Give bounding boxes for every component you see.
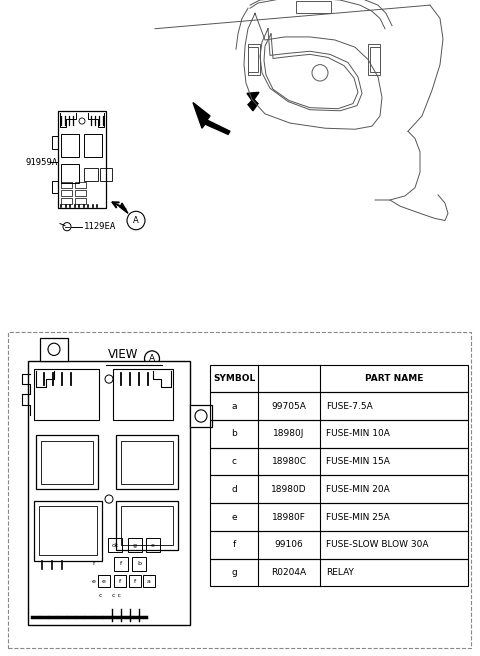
Text: b: b [137,561,141,566]
Text: FUSE-MIN 15A: FUSE-MIN 15A [326,457,390,466]
Bar [132,556,146,571]
Bar [210,503,468,531]
Bar [52,136,58,149]
Text: FUSE-MIN 25A: FUSE-MIN 25A [326,512,390,522]
Text: a: a [147,579,151,584]
Bar [121,506,173,545]
Text: 18980F: 18980F [272,512,306,522]
Bar [108,538,122,552]
Text: RELAY: RELAY [326,568,354,577]
Text: e: e [151,543,155,548]
Text: b: b [231,430,237,438]
Bar [75,190,86,196]
Text: 91959A: 91959A [26,157,58,167]
Text: f: f [232,541,236,549]
Text: dc: dc [111,543,119,548]
Bar [28,361,190,625]
Bar [84,168,98,180]
Text: e: e [231,512,237,522]
Bar [39,506,97,556]
Bar [114,575,126,587]
Text: 18980C: 18980C [272,457,307,466]
Bar [248,44,260,75]
Bar [61,134,79,157]
Bar [61,182,72,188]
Bar [61,164,79,182]
Text: FUSE-MIN 20A: FUSE-MIN 20A [326,485,390,494]
Bar [52,180,58,193]
Bar [210,531,468,558]
Bar [210,365,468,392]
Polygon shape [193,102,230,134]
Text: 18980D: 18980D [271,485,307,494]
Bar [121,441,173,483]
Text: 18980J: 18980J [273,430,305,438]
Bar [84,134,102,157]
Text: 1129EA: 1129EA [84,222,116,231]
Text: g: g [231,568,237,577]
Bar [41,441,93,483]
Text: PART NAME: PART NAME [365,374,423,383]
Text: c: c [231,457,237,466]
Bar [190,405,212,427]
Bar [116,436,178,489]
Text: e: e [102,579,106,584]
Bar [210,392,468,420]
Bar [61,190,72,196]
Bar [370,47,380,72]
Text: SYMBOL: SYMBOL [213,374,255,383]
Text: 99705A: 99705A [272,401,306,411]
Bar [98,575,110,587]
Bar [34,501,102,561]
Text: FUSE-MIN 10A: FUSE-MIN 10A [326,430,390,438]
Text: FUSE-SLOW BLOW 30A: FUSE-SLOW BLOW 30A [326,541,429,549]
Bar [116,501,178,550]
Polygon shape [120,203,128,213]
Bar [58,111,106,208]
Bar [210,420,468,448]
Text: d: d [231,485,237,494]
Text: g: g [133,543,137,548]
Text: a: a [231,401,237,411]
Text: VIEW: VIEW [108,348,138,361]
Bar [129,575,141,587]
Text: A: A [149,354,155,363]
Bar [34,369,99,420]
Text: FUSE-7.5A: FUSE-7.5A [326,401,373,411]
Text: f: f [134,579,136,584]
Polygon shape [247,92,259,111]
Text: e: e [92,579,96,584]
Bar [40,338,68,361]
Text: c: c [98,593,102,598]
Bar [210,558,468,586]
Bar [146,538,160,552]
Bar [100,168,112,180]
Bar [368,44,380,75]
Bar [248,47,258,72]
Bar [75,198,86,204]
Bar [210,448,468,476]
Text: c c: c c [111,593,120,598]
Bar [128,538,142,552]
Bar [36,436,98,489]
Text: R0204A: R0204A [271,568,307,577]
Bar [143,575,155,587]
Bar [210,476,468,503]
Bar [114,556,128,571]
Bar [61,198,72,204]
Text: A: A [133,216,139,225]
Text: f: f [120,561,122,566]
Bar [296,1,331,13]
Bar [113,369,173,420]
Text: f: f [93,561,95,566]
Bar [75,182,86,188]
Text: 99106: 99106 [275,541,303,549]
Text: f: f [119,579,121,584]
